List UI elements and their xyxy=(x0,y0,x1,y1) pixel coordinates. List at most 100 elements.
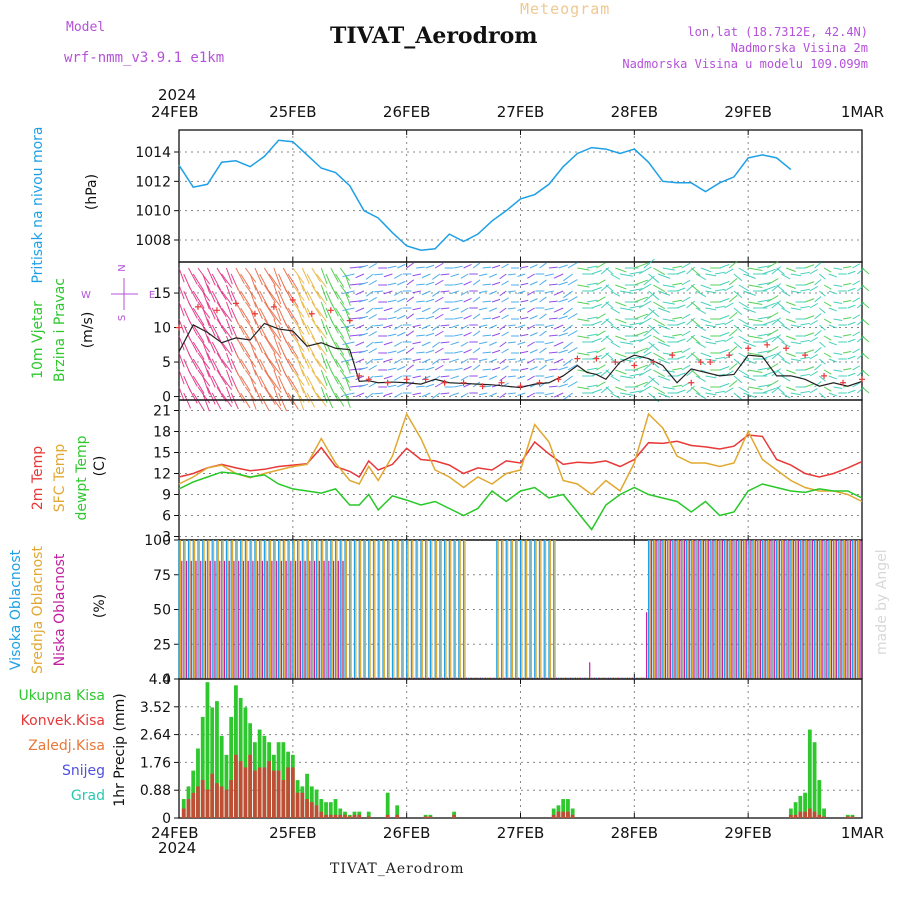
wind-vector xyxy=(743,307,756,313)
wind-vector xyxy=(491,298,501,303)
precip-total-bar xyxy=(822,808,826,818)
wind-vector xyxy=(330,369,339,385)
precip-convective-bar xyxy=(561,811,566,818)
wind-vector xyxy=(394,273,403,279)
wind-vector xyxy=(847,355,856,360)
wind-vector xyxy=(695,307,707,315)
wind-vector xyxy=(416,317,425,320)
wind-vector xyxy=(638,300,652,309)
wind-vector xyxy=(852,331,861,337)
wind-vector xyxy=(517,273,526,277)
precip-total-bar xyxy=(428,814,433,818)
wind-vector xyxy=(686,368,695,377)
wind-vector xyxy=(412,273,421,277)
wind-vector xyxy=(268,392,282,410)
wind-vector xyxy=(814,296,822,303)
temperature-y-tick-label: 9 xyxy=(162,488,171,504)
wind-vector xyxy=(577,369,590,373)
wind-vector xyxy=(482,283,492,286)
wind-vector xyxy=(316,307,327,322)
wind-vector xyxy=(847,321,856,326)
wind-vector xyxy=(254,369,263,388)
wind-vector xyxy=(809,388,818,394)
wind-gust-point xyxy=(232,300,239,307)
wind-vector xyxy=(539,279,547,286)
wind-vector xyxy=(463,349,472,354)
wind-vector xyxy=(596,279,606,286)
wind-vector xyxy=(743,324,756,330)
wind-vector xyxy=(235,369,245,387)
wind-vector xyxy=(690,301,701,310)
wind-vector xyxy=(450,273,459,278)
wind-vector xyxy=(216,335,227,352)
wind-vector xyxy=(733,290,743,299)
precip-convective-bar xyxy=(793,814,798,818)
precip-convective-bar xyxy=(803,811,807,818)
precip-convective-bar xyxy=(300,792,305,818)
wind-vector xyxy=(676,355,686,360)
wind-vector xyxy=(762,387,776,394)
wind-vector xyxy=(776,267,785,275)
wind-vector xyxy=(432,375,441,382)
wind-vector xyxy=(406,330,415,337)
wind-vector xyxy=(416,283,425,286)
wind-vector xyxy=(463,298,472,303)
wind-vector xyxy=(501,365,509,371)
wind-gust-point xyxy=(403,376,410,383)
wind-vector xyxy=(800,288,811,292)
wind-vector xyxy=(383,358,393,363)
precip-convective-bar xyxy=(817,814,822,818)
pressure-ylabel: Pritisak na nivou mora xyxy=(30,126,46,283)
wind-gust-point xyxy=(697,359,704,366)
wind-vector xyxy=(620,341,633,345)
precip-convective-bar xyxy=(423,816,428,818)
precip-convective-bar xyxy=(343,814,347,818)
wind-vector xyxy=(374,358,384,361)
wind-vector xyxy=(724,302,734,309)
wind-vector xyxy=(359,383,369,388)
bottom-time-tick-label: 29FEB xyxy=(724,824,771,842)
wind-vector xyxy=(216,267,227,284)
wind-vector xyxy=(207,369,216,388)
wind-vector xyxy=(548,283,558,286)
wind-vector xyxy=(586,316,598,320)
wind-vector xyxy=(672,367,683,371)
wind-vector xyxy=(216,301,227,318)
wind-vector xyxy=(781,273,791,280)
wind-vector xyxy=(489,358,497,363)
wind-vector xyxy=(463,332,472,337)
wind-gust-point xyxy=(479,383,486,390)
wind-vector xyxy=(724,285,734,292)
compass-south-label: S xyxy=(117,315,128,321)
wind-vector xyxy=(225,284,233,302)
wind-vector xyxy=(316,324,327,339)
precip-total-bar xyxy=(319,799,324,818)
wind-vector xyxy=(662,301,675,305)
wind-vector xyxy=(852,280,861,286)
wind-vector xyxy=(558,298,568,303)
wind-vector xyxy=(287,341,299,359)
wind-vector xyxy=(527,392,535,398)
wind-vector xyxy=(766,261,779,269)
product-title: Meteogram xyxy=(520,0,611,18)
wind-vector xyxy=(690,335,701,344)
wind-vector xyxy=(529,366,538,371)
wind-vector xyxy=(383,273,393,278)
wind-vector xyxy=(406,381,415,388)
wind-vector xyxy=(478,273,488,277)
wind-vector xyxy=(610,392,621,399)
wind-vector xyxy=(335,375,345,390)
wind-vector xyxy=(634,262,649,269)
wind-vector xyxy=(491,349,501,354)
wind-vector xyxy=(501,331,509,337)
wind-vector xyxy=(306,290,316,306)
wind-vector xyxy=(425,281,435,286)
wind-vector xyxy=(425,264,435,269)
wind-vector xyxy=(412,341,421,345)
wind-gust-point xyxy=(764,341,771,348)
wind-vector xyxy=(440,290,450,293)
wind-vector xyxy=(282,267,293,286)
wind-vector xyxy=(823,352,832,358)
wind-vector xyxy=(432,358,441,365)
wind-vector xyxy=(728,328,738,337)
